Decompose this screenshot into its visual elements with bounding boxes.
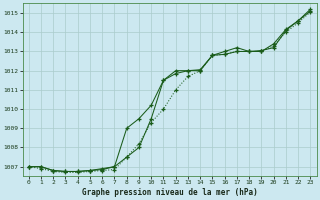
X-axis label: Graphe pression niveau de la mer (hPa): Graphe pression niveau de la mer (hPa) (82, 188, 258, 197)
